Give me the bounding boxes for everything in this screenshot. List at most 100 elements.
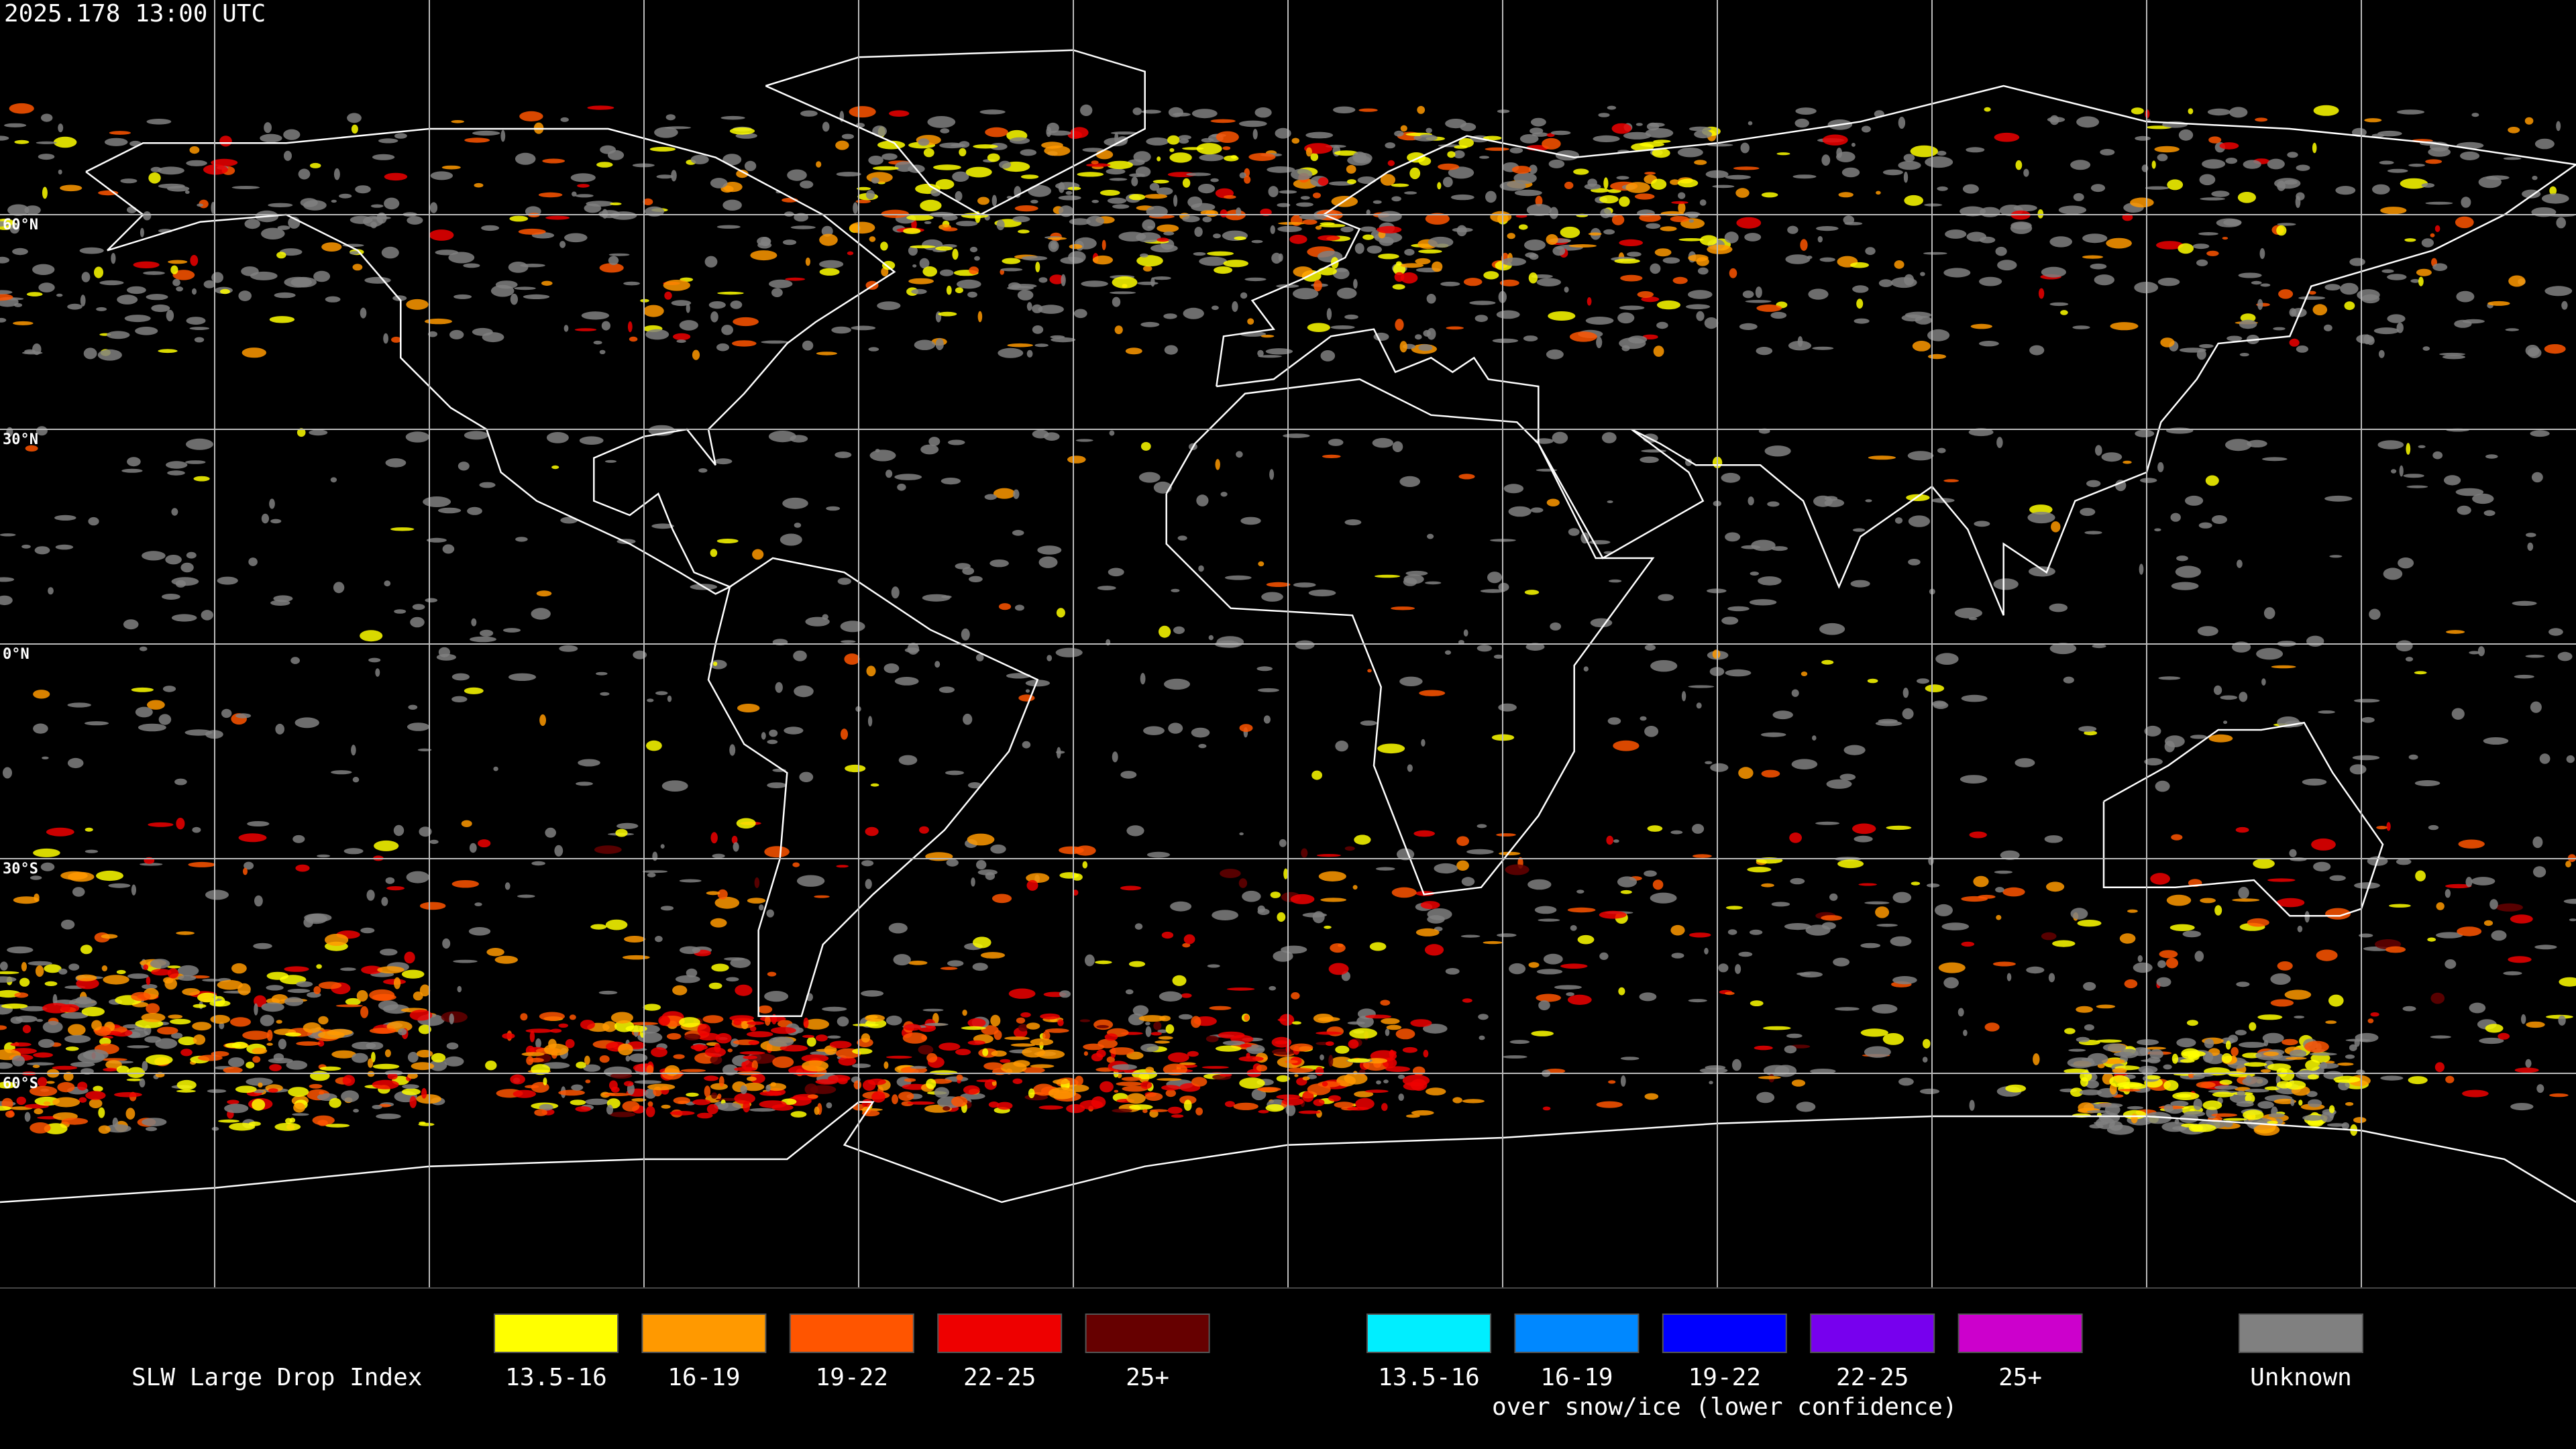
cloud-speckle <box>711 1092 718 1099</box>
cloud-speckle <box>2247 439 2267 448</box>
cloud-speckle <box>1688 254 1709 262</box>
cloud-speckle <box>2267 158 2285 170</box>
cloud-speckle <box>1315 1067 1324 1076</box>
cloud-speckle <box>2307 1074 2319 1080</box>
cloud-speckle <box>1271 252 1282 264</box>
cloud-speckle <box>2498 1032 2510 1040</box>
cloud-speckle <box>78 1097 87 1103</box>
cloud-speckle <box>1639 213 1662 222</box>
cloud-speckle <box>1173 195 1178 207</box>
cloud-speckle <box>1477 645 1493 652</box>
cloud-speckle <box>571 1084 584 1091</box>
cloud-speckle <box>1446 326 1464 330</box>
cloud-speckle <box>1391 887 1417 898</box>
cloud-speckle <box>1549 207 1558 219</box>
cloud-speckle <box>933 164 961 170</box>
cloud-speckle <box>126 1078 143 1081</box>
cloud-speckle <box>293 1102 305 1113</box>
cloud-speckle <box>2078 726 2097 733</box>
cloud-speckle <box>869 449 896 462</box>
cloud-speckle <box>1410 1079 1428 1091</box>
cloud-speckle <box>268 1088 278 1093</box>
cloud-speckle <box>135 327 158 335</box>
cloud-speckle <box>2085 1079 2099 1089</box>
cloud-speckle <box>1747 867 1772 873</box>
cloud-speckle <box>1311 770 1322 780</box>
cloud-speckle <box>1758 576 1782 586</box>
cloud-speckle <box>1046 130 1071 136</box>
cloud-speckle <box>1997 260 2017 271</box>
cloud-speckle <box>1585 317 1614 325</box>
cloud-speckle <box>360 630 383 642</box>
cloud-speckle <box>1794 118 1809 128</box>
cloud-speckle <box>551 465 559 470</box>
cloud-speckle <box>1109 1047 1134 1055</box>
cloud-speckle <box>1938 962 1966 973</box>
cloud-speckle <box>1810 1069 1836 1074</box>
cloud-speckle <box>296 981 313 987</box>
cloud-speckle <box>2460 151 2480 160</box>
cloud-speckle <box>1244 277 1267 282</box>
cloud-speckle <box>376 1113 401 1120</box>
cloud-speckle <box>2527 347 2542 358</box>
cloud-speckle <box>2249 1022 2257 1031</box>
cloud-speckle <box>238 290 252 301</box>
cloud-speckle <box>600 692 610 696</box>
cloud-speckle <box>977 869 998 875</box>
cloud-speckle <box>1619 239 1644 246</box>
cloud-speckle <box>2190 735 2207 739</box>
cloud-speckle <box>64 1034 91 1043</box>
cloud-speckle <box>277 225 290 230</box>
cloud-speckle <box>1404 249 1415 256</box>
cloud-speckle <box>2530 430 2550 437</box>
cloud-speckle <box>85 1091 106 1100</box>
cloud-speckle <box>176 818 185 830</box>
cloud-speckle <box>19 977 30 987</box>
cloud-speckle <box>554 845 564 857</box>
cloud-speckle <box>790 225 816 229</box>
cloud-speckle <box>1789 833 1803 843</box>
cloud-speckle <box>384 1049 391 1057</box>
cloud-speckle <box>472 327 493 336</box>
cloud-speckle <box>177 965 199 977</box>
cloud-speckle <box>1474 315 1488 322</box>
cloud-speckle <box>2005 1084 2027 1093</box>
cloud-speckle <box>2324 495 2353 502</box>
cloud-speckle <box>1402 1046 1417 1053</box>
cloud-speckle <box>2558 1015 2566 1026</box>
cloud-speckle <box>1198 743 1207 749</box>
cloud-speckle <box>341 1090 360 1102</box>
cloud-speckle <box>25 445 38 452</box>
cloud-speckle <box>962 567 975 575</box>
cloud-speckle <box>923 148 934 158</box>
cloud-speckle <box>1354 243 1364 254</box>
cloud-speckle <box>1400 125 1407 132</box>
cloud-speckle <box>2359 933 2373 938</box>
cloud-speckle <box>2335 186 2356 195</box>
cloud-speckle <box>1177 535 1187 541</box>
cloud-speckle <box>1945 229 1967 239</box>
cloud-speckle <box>264 122 272 133</box>
cloud-speckle <box>727 1049 733 1053</box>
cloud-speckle <box>920 199 942 211</box>
cloud-speckle <box>675 975 700 983</box>
cloud-speckle <box>2231 1046 2239 1057</box>
cloud-speckle <box>333 168 340 180</box>
cloud-speckle <box>643 198 653 205</box>
cloud-speckle <box>1727 606 1750 612</box>
cloud-speckle <box>1886 825 1912 830</box>
cloud-speckle <box>352 777 360 783</box>
cloud-speckle <box>13 321 34 325</box>
cloud-speckle <box>1761 769 1780 778</box>
cloud-speckle <box>321 242 342 252</box>
cloud-speckle <box>1196 494 1209 506</box>
cloud-speckle <box>81 1006 105 1017</box>
cloud-speckle <box>1145 1026 1152 1037</box>
cloud-speckle <box>600 145 616 154</box>
cloud-speckle <box>726 977 739 982</box>
cloud-speckle <box>735 984 753 996</box>
cloud-speckle <box>1903 154 1915 162</box>
cloud-speckle <box>702 1015 724 1024</box>
cloud-speckle <box>390 527 415 531</box>
cloud-speckle <box>1902 688 1909 698</box>
